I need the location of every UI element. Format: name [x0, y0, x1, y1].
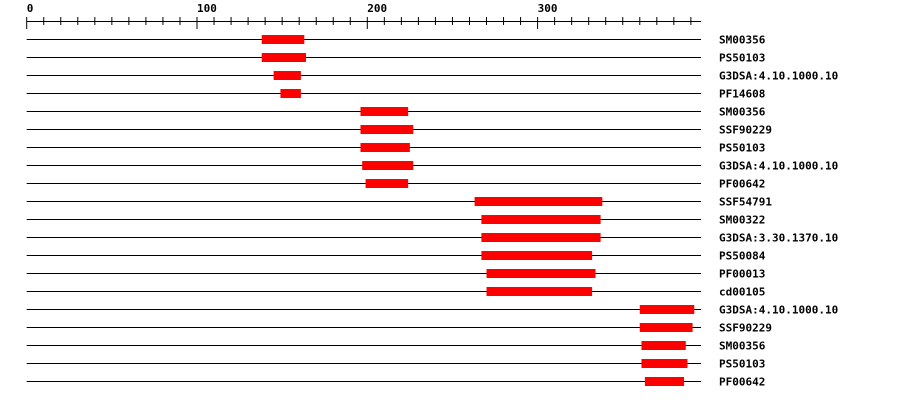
domain-bar — [639, 305, 695, 314]
track-label: PF00013 — [719, 268, 765, 281]
domain-bar — [360, 143, 410, 152]
track-label: PF00642 — [719, 376, 765, 389]
domain-bar — [639, 323, 693, 332]
domain-bar — [362, 161, 414, 170]
domain-bar — [486, 287, 593, 296]
track-label: cd00105 — [719, 286, 765, 299]
domain-bar — [486, 269, 596, 278]
domain-bar — [273, 71, 301, 80]
domain-bar — [280, 89, 301, 98]
axis-tick-label: 100 — [197, 2, 217, 15]
track-label: PS50103 — [719, 52, 765, 65]
track-label: SM00322 — [719, 214, 765, 227]
track-label: SSF90229 — [719, 124, 772, 137]
track-label: SSF54791 — [719, 196, 772, 209]
domain-bar — [481, 215, 601, 224]
domain-bar — [641, 359, 688, 368]
domain-bar — [261, 53, 306, 62]
axis-tick-label: 0 — [27, 2, 34, 15]
track-label: SM00356 — [719, 340, 766, 353]
track-label: G3DSA:4.10.1000.10 — [719, 160, 838, 173]
domain-bar — [641, 341, 686, 350]
domain-bar — [644, 377, 685, 386]
track-label: SM00356 — [719, 106, 766, 119]
track-label: PF00642 — [719, 178, 765, 191]
track-label: G3DSA:4.10.1000.10 — [719, 70, 838, 83]
track-label: PS50103 — [719, 358, 765, 371]
domain-bar — [261, 35, 305, 44]
track-label: G3DSA:3.30.1370.10 — [719, 232, 838, 245]
track-label: G3DSA:4.10.1000.10 — [719, 304, 838, 317]
domain-bar — [360, 125, 414, 134]
domain-bar — [365, 179, 409, 188]
track-label: PF14608 — [719, 88, 765, 101]
track-label: PS50103 — [719, 142, 765, 155]
track-label: PS50084 — [719, 250, 766, 263]
axis-tick-label: 200 — [367, 2, 387, 15]
domain-bar — [481, 233, 601, 242]
domain-bar — [481, 251, 593, 260]
axis-tick-label: 300 — [538, 2, 558, 15]
track-label: SSF90229 — [719, 322, 772, 335]
track-label: SM00356 — [719, 34, 766, 47]
domain-bar — [360, 107, 409, 116]
domain-bar — [474, 197, 603, 206]
